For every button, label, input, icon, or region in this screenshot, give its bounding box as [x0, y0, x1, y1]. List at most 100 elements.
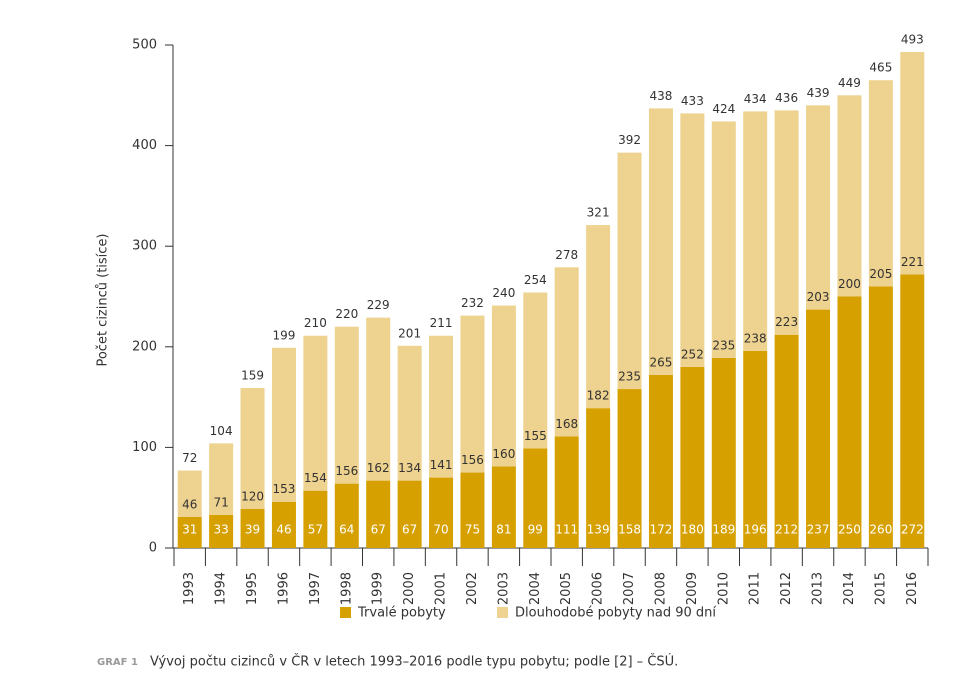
- bar-segment: [303, 335, 328, 491]
- bar-segment: [460, 315, 485, 473]
- total-label: 436: [775, 91, 798, 105]
- segment-label: 200: [838, 277, 861, 291]
- bar-segment: [837, 296, 862, 548]
- bar-segment: [774, 334, 799, 548]
- segment-label: 223: [775, 315, 798, 329]
- segment-label: 46: [276, 523, 291, 537]
- caption-label: GRAF 1: [97, 657, 138, 668]
- bar-segment: [554, 436, 579, 548]
- segment-label: 70: [433, 523, 448, 537]
- segment-label: 134: [398, 461, 421, 475]
- x-tick-label: 1998: [339, 572, 354, 605]
- legend-label: Dlouhodobé pobyty nad 90 dní: [515, 606, 716, 621]
- x-tick-label: 2003: [496, 572, 511, 605]
- total-label: 210: [304, 316, 327, 330]
- bar-segment: [743, 350, 768, 548]
- x-tick-label: 2008: [653, 572, 668, 605]
- x-tick-label: 1996: [276, 572, 291, 605]
- total-label: 434: [744, 92, 767, 106]
- segment-label: 160: [492, 447, 515, 461]
- segment-label: 162: [367, 461, 390, 475]
- segment-label: 67: [402, 523, 417, 537]
- bar-segment: [617, 152, 642, 390]
- segment-label: 203: [807, 290, 830, 304]
- total-label: 424: [712, 102, 735, 116]
- total-label: 493: [901, 33, 924, 47]
- segment-label: 205: [869, 267, 892, 281]
- bar-segment: [837, 95, 862, 297]
- segment-label: 64: [339, 523, 354, 537]
- x-tick-label: 2010: [716, 572, 731, 605]
- total-label: 220: [335, 307, 358, 321]
- total-label: 72: [182, 451, 197, 465]
- bar-segment: [868, 286, 893, 548]
- total-label: 321: [587, 206, 610, 220]
- segment-label: 168: [555, 417, 578, 431]
- segment-label: 39: [245, 523, 260, 537]
- x-tick-label: 2012: [779, 572, 794, 605]
- segment-label: 182: [587, 389, 610, 403]
- total-label: 254: [524, 273, 547, 287]
- bar-segment: [806, 105, 831, 310]
- x-tick-label: 2000: [402, 572, 417, 605]
- segment-label: 31: [182, 523, 197, 537]
- total-label: 201: [398, 326, 421, 340]
- bar-segment: [711, 121, 736, 358]
- segment-label: 153: [273, 482, 296, 496]
- segment-label: 238: [744, 331, 767, 345]
- segment-label: 46: [182, 497, 197, 511]
- segment-label: 81: [496, 523, 511, 537]
- x-tick-label: 2005: [559, 572, 574, 605]
- bar-segment: [586, 408, 611, 548]
- segment-label: 221: [901, 255, 924, 269]
- segment-label: 155: [524, 429, 547, 443]
- total-label: 211: [430, 316, 453, 330]
- bar-segment: [240, 388, 265, 509]
- segment-label: 189: [712, 523, 735, 537]
- legend-swatch: [497, 607, 508, 618]
- segment-label: 235: [712, 338, 735, 352]
- x-tick-label: 2011: [748, 572, 763, 605]
- total-label: 439: [807, 86, 830, 100]
- x-tick-label: 1997: [308, 572, 323, 605]
- bar-segment: [523, 448, 548, 548]
- x-tick-label: 1994: [214, 572, 229, 605]
- bar-segment: [711, 357, 736, 548]
- bar-segment: [680, 113, 705, 367]
- segment-label: 180: [681, 523, 704, 537]
- total-label: 199: [273, 328, 296, 342]
- bar-segment: [806, 309, 831, 548]
- bar-segment: [900, 274, 925, 548]
- bar-segment: [523, 292, 548, 449]
- segment-label: 158: [618, 523, 641, 537]
- total-label: 392: [618, 133, 641, 147]
- bar-segment: [366, 480, 391, 548]
- y-axis-label: Počet cizinců (tisíce): [96, 233, 111, 366]
- segment-label: 172: [650, 523, 673, 537]
- x-tick-label: 2016: [905, 572, 920, 605]
- caption-text: Vývoj počtu cizinců v ČR v letech 1993–2…: [150, 654, 678, 670]
- bar-segment: [900, 52, 925, 275]
- segment-label: 237: [807, 523, 830, 537]
- total-label: 104: [210, 424, 233, 438]
- y-tick-label: 400: [132, 138, 157, 153]
- bar-segment: [868, 80, 893, 287]
- x-tick-label: 1993: [182, 572, 197, 605]
- bar-segment: [303, 490, 328, 548]
- total-label: 232: [461, 296, 484, 310]
- bar-segment: [554, 267, 579, 437]
- bar-segment: [177, 470, 202, 517]
- segment-label: 156: [461, 453, 484, 467]
- segment-label: 156: [335, 464, 358, 478]
- bar-segment: [491, 305, 516, 467]
- total-label: 159: [241, 369, 264, 383]
- legend-label: Trvalé pobyty: [357, 606, 446, 621]
- bar-segment: [429, 335, 454, 478]
- segment-label: 235: [618, 370, 641, 384]
- bar-segment: [177, 516, 202, 548]
- segment-label: 67: [371, 523, 386, 537]
- total-label: 449: [838, 76, 861, 90]
- segment-label: 250: [838, 523, 861, 537]
- bar-segment: [429, 477, 454, 548]
